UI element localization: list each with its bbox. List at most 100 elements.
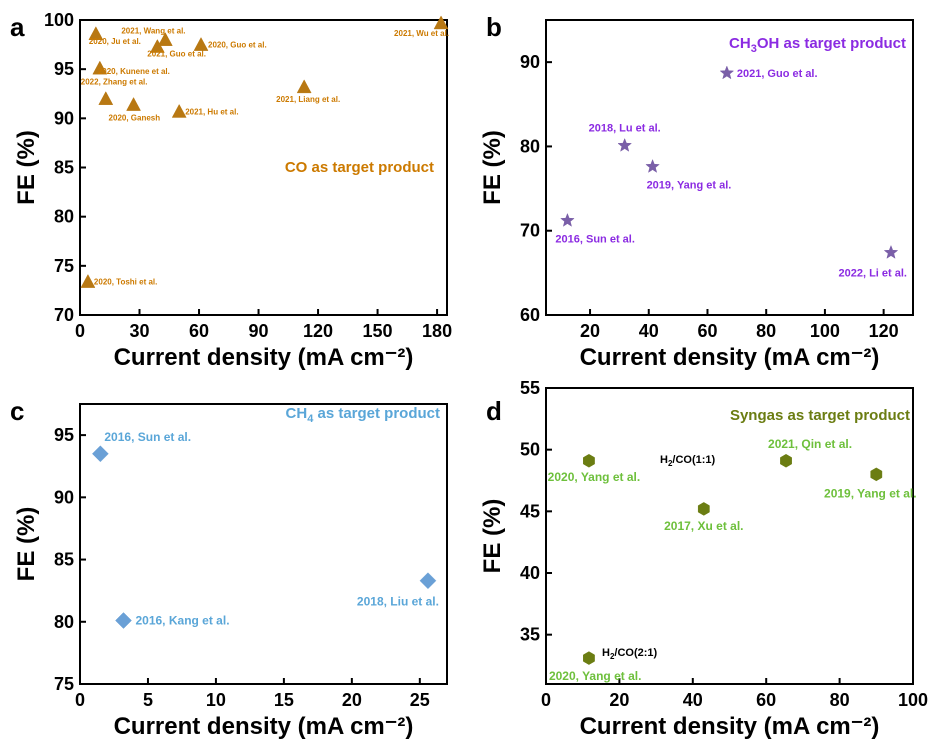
- panel-d-xlabel: Current density (mA cm⁻²): [580, 713, 880, 739]
- panel-b-marker-1: [617, 137, 633, 152]
- panel-c-xtick-label-4: 20: [342, 690, 362, 710]
- panel-b-annotation-sub: 3: [751, 43, 757, 55]
- panel-c-xtick-label-3: 15: [274, 690, 294, 710]
- panel-a-ytick-label-5: 95: [54, 59, 74, 79]
- panel-c-ytick-label-2: 85: [54, 550, 74, 570]
- panel-b-marker-0: [719, 65, 735, 80]
- panel-a-point-label-0: 2020, Ju et al.: [89, 37, 141, 46]
- panel-b-plot: 20 40 60 80 100 120 60 70 80 90 Current density (m…: [479, 19, 914, 371]
- panel-d-ytick-label-1: 40: [520, 563, 540, 583]
- panel-d-marker-0: [583, 453, 595, 468]
- panel-d-marker-4: [583, 651, 595, 665]
- panel-d-xtick-label-4: 80: [830, 690, 850, 710]
- panel-c-xlabel: Current density (mA cm⁻²): [114, 713, 414, 739]
- panel-d-ratio-1-rest: /CO(1:1): [672, 454, 715, 466]
- panel-a-xtick-label-3: 90: [249, 321, 269, 341]
- panel-a-marker-4: [433, 15, 449, 30]
- panel-a-marker-1: [149, 39, 165, 53]
- panel-c-marker-2: [419, 572, 437, 590]
- panel-c-xtick-label-1: 5: [143, 690, 153, 710]
- panel-a-ytick-label-4: 90: [54, 108, 74, 128]
- panel-d-ratio-2: H2/CO(2:1): [602, 647, 658, 661]
- panel-b-annotation-rest: OH as target product: [757, 35, 906, 52]
- panel-c-ylabel: FE (%): [13, 507, 40, 582]
- panel-d-ratio-1-sub: 2: [668, 459, 673, 468]
- panel-a-marker-3: [193, 37, 209, 51]
- panel-d-xtick-label-5: 100: [898, 690, 928, 710]
- panel-b-point-label-2: 2019, Yang et al.: [647, 180, 732, 192]
- panel-c-xtick-label-5: 25: [410, 690, 430, 710]
- panel-d-ratio-2-sub: 2: [610, 652, 615, 661]
- panel-c-point-label-1: 2016, Kang et al.: [135, 614, 229, 628]
- panel-a-plot: 0 30 60 90 120 150 180 70 75 80 85 90 95 100 Current d…: [13, 10, 452, 371]
- panel-b-xtick-label-0: 20: [580, 321, 600, 341]
- panel-d-plot: 0 20 40 60 80 100 35 40 45 50 55 Current density (m…: [479, 378, 928, 739]
- panel-a-point-label-5: 2020, Kunene et al.: [98, 67, 170, 76]
- panel-b-marker-2: [645, 158, 660, 173]
- panel-a-point-label-7: 2020, Ganesh: [109, 114, 161, 123]
- panel-d-annotation: Syngas as target product: [730, 407, 910, 424]
- panel-d-ytick-label-2: 45: [520, 501, 540, 521]
- panel-a-ytick-label-0: 70: [54, 305, 74, 325]
- panel-b-marker-3: [560, 212, 575, 227]
- panel-a-marker-9: [296, 79, 312, 94]
- panel-a-xlabel: Current density (mA cm⁻²): [114, 344, 414, 371]
- panel-b-ytick-label-2: 80: [520, 136, 540, 156]
- panel-a-ytick-label-1: 75: [54, 256, 74, 276]
- panel-c-plot: 0 5 10 15 20 25 75 80 85 90 95 Current density (mA …: [13, 403, 448, 739]
- panel-c-ytick-label-0: 75: [54, 674, 74, 694]
- panel-letter-d: d: [486, 396, 502, 426]
- panel-a-marker-7: [126, 97, 141, 111]
- panel-b-xtick-label-4: 100: [810, 321, 840, 341]
- panel-d-point-label-1: 2017, Xu et al.: [664, 519, 743, 533]
- panel-c-annotation: CH4 as target product: [286, 405, 440, 425]
- panel-b-xtick-label-2: 60: [697, 321, 717, 341]
- panel-a-xtick-label-4: 120: [303, 321, 333, 341]
- panel-d-ytick-label-4: 55: [520, 378, 540, 398]
- panel-d-point-label-0: 2020, Yang et al.: [548, 470, 641, 484]
- panel-b-point-label-1: 2018, Lu et al.: [589, 123, 661, 135]
- panel-a-point-label-10: 2020, Toshi et al.: [94, 278, 157, 287]
- panel-c-annotation-sub: 4: [307, 413, 314, 425]
- panel-c-xtick-label-0: 0: [75, 690, 85, 710]
- panel-a-ylabel: FE (%): [13, 130, 40, 205]
- panel-d-ratio-1-main: H: [660, 454, 668, 466]
- panel-d-marker-2: [780, 453, 792, 468]
- panel-b-xtick-label-5: 120: [869, 321, 899, 341]
- panel-d-point-label-3: 2019, Yang et al.: [824, 486, 917, 500]
- panel-b-ytick-label-0: 60: [520, 305, 540, 325]
- panel-b-xtick-label-3: 80: [756, 321, 776, 341]
- panel-a-point-label-4: 2021, Wu et al.: [394, 29, 449, 38]
- panel-d-xtick-label-3: 60: [756, 690, 776, 710]
- panel-c-point-label-2: 2018, Liu et al.: [357, 595, 439, 609]
- panel-a-marker-2: [157, 32, 173, 46]
- panel-b-ytick-label-1: 70: [520, 221, 540, 241]
- panel-letter-b: b: [486, 12, 502, 42]
- panel-c-ytick-label-4: 95: [54, 425, 74, 445]
- panel-d-ytick-label-3: 50: [520, 440, 540, 460]
- panel-a-ytick-label-3: 85: [54, 158, 74, 178]
- panel-b-ylabel: FE (%): [479, 130, 506, 205]
- panel-d-ratio-2-rest: /CO(2:1): [614, 647, 657, 659]
- panel-a-point-label-8: 2021, Hu et al.: [185, 107, 238, 116]
- panel-d-marker-3: [870, 467, 883, 482]
- panel-a-point-label-1: 2021, Wang et al.: [121, 27, 185, 36]
- panel-d-ratio-1: H2/CO(1:1): [660, 454, 716, 468]
- panel-a-ytick-label-2: 80: [54, 207, 74, 227]
- panel-b-point-label-3: 2016, Sun et al.: [555, 234, 634, 246]
- panel-a-xtick-label-2: 60: [189, 321, 209, 341]
- panel-a-ytick-label-6: 100: [44, 10, 74, 30]
- panel-d-xtick-label-1: 20: [609, 690, 629, 710]
- panel-a-point-label-9: 2021, Liang et al.: [276, 95, 340, 104]
- panel-d-ylabel: FE (%): [479, 499, 506, 574]
- panel-a-point-label-2: 2021, Guo et al.: [147, 50, 206, 59]
- panel-d-ytick-label-0: 35: [520, 625, 540, 645]
- panel-a-xtick-label-6: 180: [422, 321, 452, 341]
- panel-c-frame: [79, 403, 448, 685]
- panel-c-annotation-rest: as target product: [313, 405, 440, 422]
- panel-d-ratio-2-main: H: [602, 647, 610, 659]
- panel-a-marker-6: [98, 91, 114, 105]
- panel-d-xtick-label-2: 40: [683, 690, 703, 710]
- panel-d-xtick-label-0: 0: [541, 690, 551, 710]
- panel-a-marker-10: [80, 274, 96, 288]
